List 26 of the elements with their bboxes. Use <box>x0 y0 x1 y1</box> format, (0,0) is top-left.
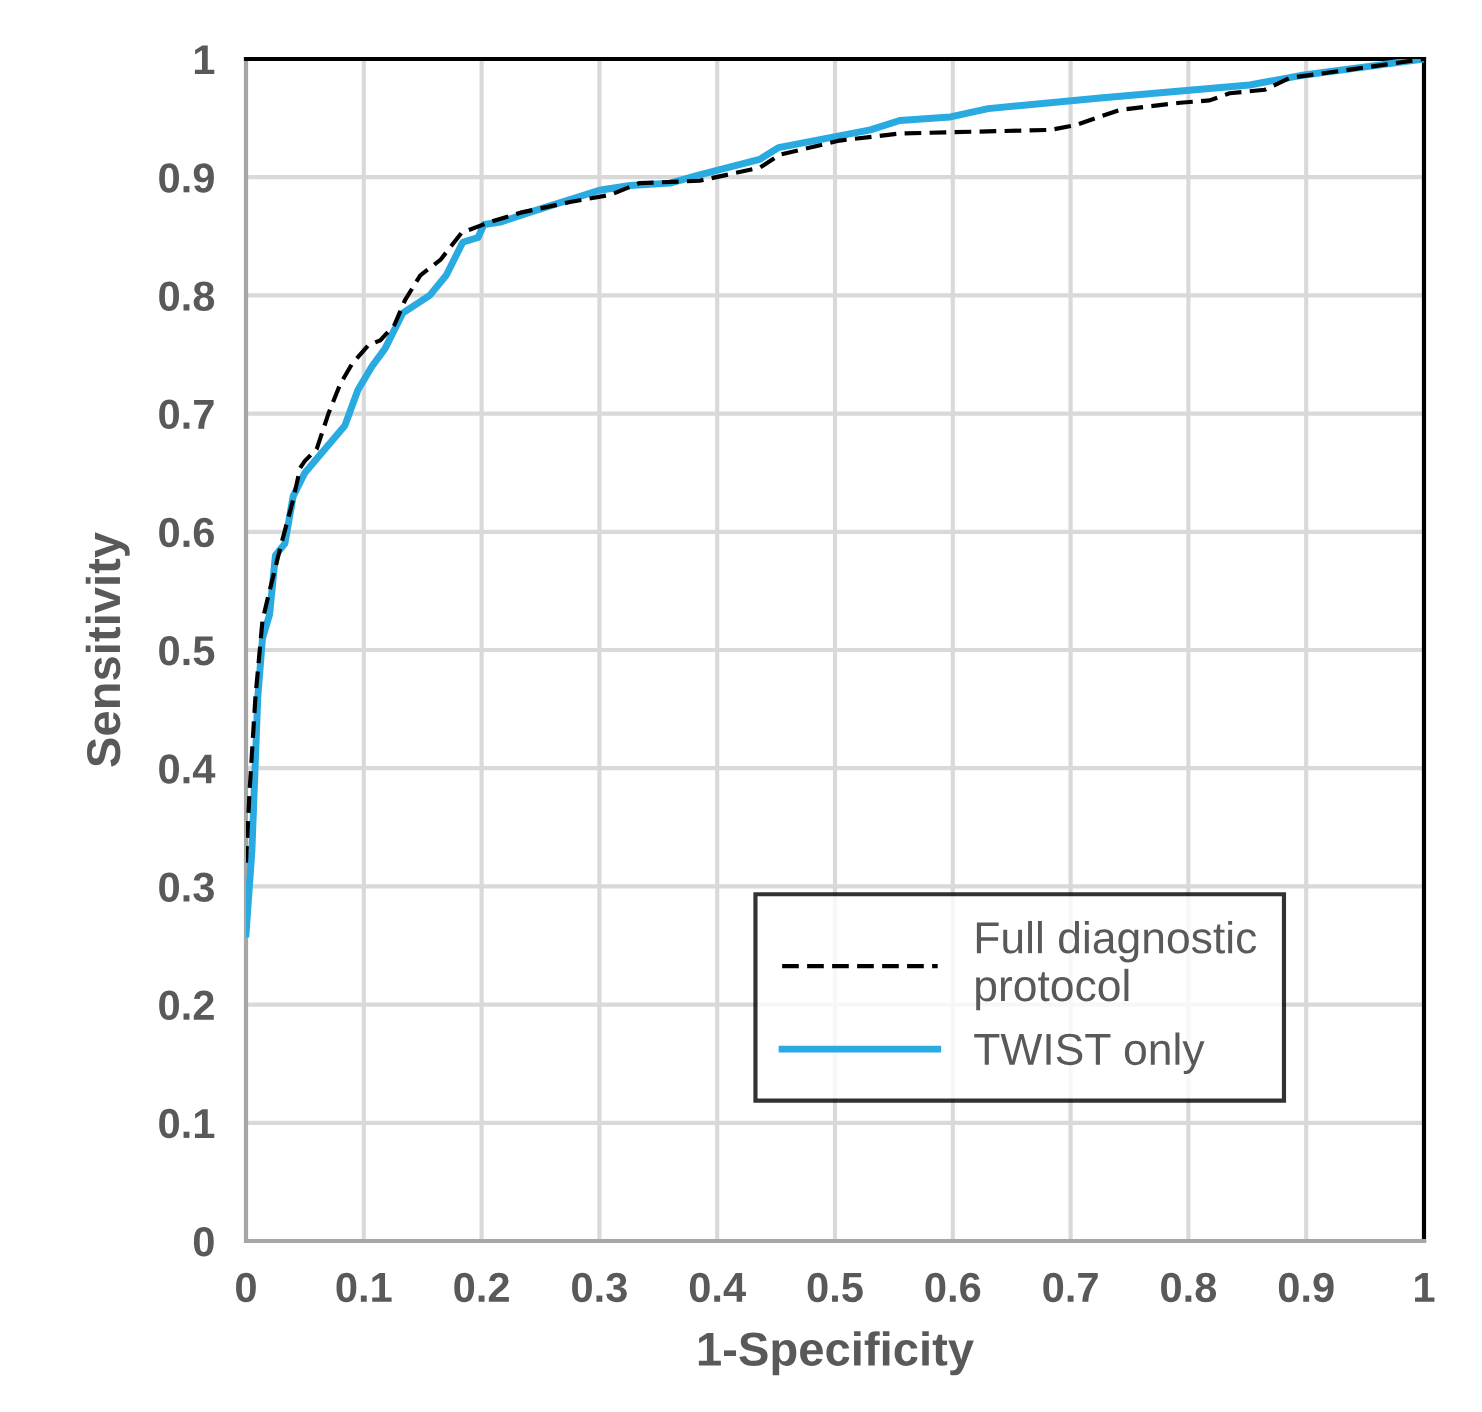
y-tick-label: 0.6 <box>159 517 214 548</box>
x-tick-label: 0.3 <box>572 1272 627 1303</box>
x-axis-title: 1-Specificity <box>698 1331 974 1376</box>
x-tick-label: 0.4 <box>689 1272 746 1303</box>
x-tick-label: 0.8 <box>1161 1272 1217 1303</box>
y-tick-label: 0.1 <box>159 1108 215 1139</box>
y-tick-label: 1 <box>194 45 215 75</box>
y-tick-label: 0.4 <box>159 754 216 784</box>
y-tick-label: 0.7 <box>159 399 214 430</box>
x-tick-label: 0.2 <box>454 1272 509 1303</box>
y-tick-label: 0.5 <box>159 636 215 666</box>
y-tick-label: 0.3 <box>159 872 214 902</box>
x-tick-label: 0.6 <box>925 1272 981 1303</box>
x-tick-label: 0 <box>236 1272 256 1303</box>
y-tick-label: 0 <box>193 1227 214 1257</box>
x-tick-label: 0.9 <box>1278 1272 1334 1303</box>
y-tick-label: 0.2 <box>159 990 214 1021</box>
y-axis-title: Sensitivity <box>85 532 130 767</box>
y-tick-label: 0.9 <box>159 163 214 193</box>
x-tick-label: 0.5 <box>807 1272 863 1303</box>
legend-label: TWIST only <box>974 1032 1205 1074</box>
x-tick-label: 1 <box>1415 1273 1435 1302</box>
y-tick-label: 0.8 <box>159 281 215 311</box>
x-tick-label: 0.7 <box>1043 1272 1098 1303</box>
legend-label: Full diagnostic protocol <box>976 920 1257 1011</box>
x-tick-label: 0.1 <box>336 1272 392 1303</box>
